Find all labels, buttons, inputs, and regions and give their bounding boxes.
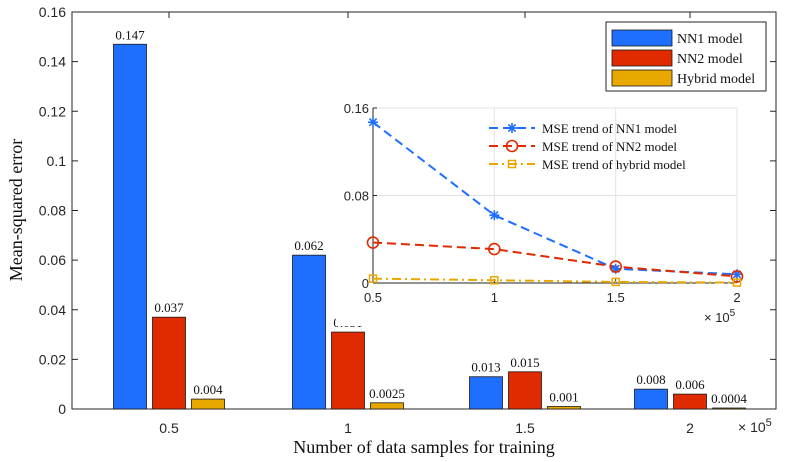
bar-data-label: 0.015 — [510, 355, 539, 370]
y-tick-label: 0.08 — [39, 203, 66, 219]
inset-ticks: 0 0.08 0.16 0.5 1 1.5 2 — [344, 101, 741, 305]
inset-x-tick-label: 1.5 — [607, 290, 625, 305]
inset-x-tick-label: 1 — [491, 290, 498, 305]
inset-marker-circle — [730, 270, 744, 283]
main-legend: NN1 model NN2 model Hybrid model — [605, 21, 767, 92]
inset-chart: 0 0.08 0.16 0.5 1 1.5 2 × 105 MSE trend of NN1… — [336, 96, 760, 326]
bar-data-label: 0.0004 — [711, 391, 747, 406]
asterisk-stroke — [490, 211, 499, 220]
bar-data-label: 0.062 — [294, 238, 323, 253]
inset-marker-square — [368, 274, 378, 283]
bar — [673, 393, 707, 410]
inset-marker-asterisk — [507, 123, 517, 133]
legend-swatch — [611, 29, 673, 47]
asterisk-stroke — [368, 118, 378, 127]
inset-legend-label: MSE trend of NN2 model — [542, 139, 677, 154]
x-tick-label: 2 — [686, 420, 694, 436]
y-tick-label: 0.12 — [39, 103, 66, 119]
y-tick-label: 0.06 — [39, 252, 66, 268]
inset-x-exponent: × 105 — [704, 308, 736, 325]
inset-marker-circle — [505, 139, 519, 153]
legend-label: NN1 model — [677, 32, 743, 47]
x-tick-label: 1.5 — [515, 420, 535, 436]
bar-data-label: 0.006 — [675, 377, 705, 392]
inset-x-tick-label: 0.5 — [364, 290, 382, 305]
main-x-exponent: × 105 — [738, 417, 772, 435]
inset-series-lines — [372, 121, 738, 284]
inset-x-exponent-base: × 10 — [704, 310, 730, 325]
bar — [547, 406, 581, 410]
y-tick-label: 0.1 — [47, 153, 67, 169]
legend-swatch — [611, 49, 673, 67]
inset-y-tick-label: 0.08 — [344, 189, 369, 204]
inset-marker-asterisk — [368, 117, 378, 128]
inset-y-tick-label: 0.16 — [344, 101, 369, 116]
main-data-labels: 0.1470.0620.0130.0080.0370.0310.0150.006… — [115, 27, 747, 406]
y-axis-label: Mean-squared error — [6, 139, 26, 281]
bar — [712, 407, 746, 410]
bar — [292, 254, 326, 410]
bar — [113, 43, 147, 410]
inset-y-tick-label: 0 — [362, 276, 369, 291]
bar — [152, 316, 186, 410]
x-tick-label: 1 — [344, 420, 352, 436]
inset-series-line — [372, 121, 738, 276]
main-x-axis: 0.5 1 1.5 2 — [159, 12, 694, 436]
bar — [634, 388, 668, 410]
legend-label: NN2 model — [677, 52, 743, 67]
inset-series-line — [372, 241, 738, 278]
inset-background — [336, 96, 760, 326]
inset-marker-asterisk — [489, 210, 500, 221]
main-x-exponent-base: × 10 — [738, 419, 766, 435]
inset-x-exponent-power: 5 — [730, 308, 736, 319]
inset-markers — [366, 117, 744, 287]
x-axis-label: Number of data samples for training — [293, 437, 554, 457]
inset-marker-square — [490, 276, 499, 285]
bar — [508, 371, 542, 410]
inset-marker-circle — [609, 260, 622, 273]
y-tick-label: 0.04 — [39, 302, 66, 318]
y-tick-label: 0.02 — [39, 351, 66, 367]
inset-series-line — [372, 277, 738, 284]
bar-data-label: 0.004 — [193, 382, 223, 397]
main-bars — [113, 43, 746, 410]
bar-data-label: 0.147 — [115, 27, 145, 42]
bar — [469, 376, 503, 410]
y-tick-label: 0.14 — [39, 54, 66, 70]
bar-data-label: 0.001 — [549, 390, 578, 405]
x-tick-label: 0.5 — [159, 420, 179, 436]
bar-data-label: 0.008 — [636, 372, 665, 387]
bar — [191, 398, 225, 410]
legend-label: Hybrid model — [677, 72, 755, 87]
legend-swatch — [611, 69, 673, 87]
main-y-axis: 0 0.02 0.04 0.06 0.08 0.1 0.12 0.14 0.16 — [39, 4, 776, 417]
bar-data-label: 0.037 — [154, 300, 184, 315]
bar — [370, 402, 404, 410]
bar-data-label: 0.013 — [471, 360, 500, 375]
y-tick-label: 0.16 — [39, 4, 66, 20]
inset-x-tick-label: 2 — [733, 290, 740, 305]
inset-marker-square — [611, 277, 620, 287]
inset-marker-circle — [366, 236, 380, 249]
main-legend-items: NN1 model NN2 model Hybrid model — [611, 29, 755, 87]
inset-legend: MSE trend of NN1 model MSE trend of NN2 m… — [489, 121, 686, 172]
inset-marker-square — [507, 159, 517, 169]
asterisk-stroke — [507, 123, 517, 133]
bar-data-label: 0.0025 — [369, 386, 405, 401]
inset-legend-label: MSE trend of NN1 model — [542, 121, 677, 136]
main-x-exponent-power: 5 — [766, 417, 772, 429]
inset-marker-square — [732, 278, 742, 287]
y-tick-label: 0 — [58, 401, 66, 417]
inset-legend-label: MSE trend of hybrid model — [542, 157, 686, 172]
inset-marker-circle — [488, 242, 501, 256]
bar — [331, 331, 365, 410]
